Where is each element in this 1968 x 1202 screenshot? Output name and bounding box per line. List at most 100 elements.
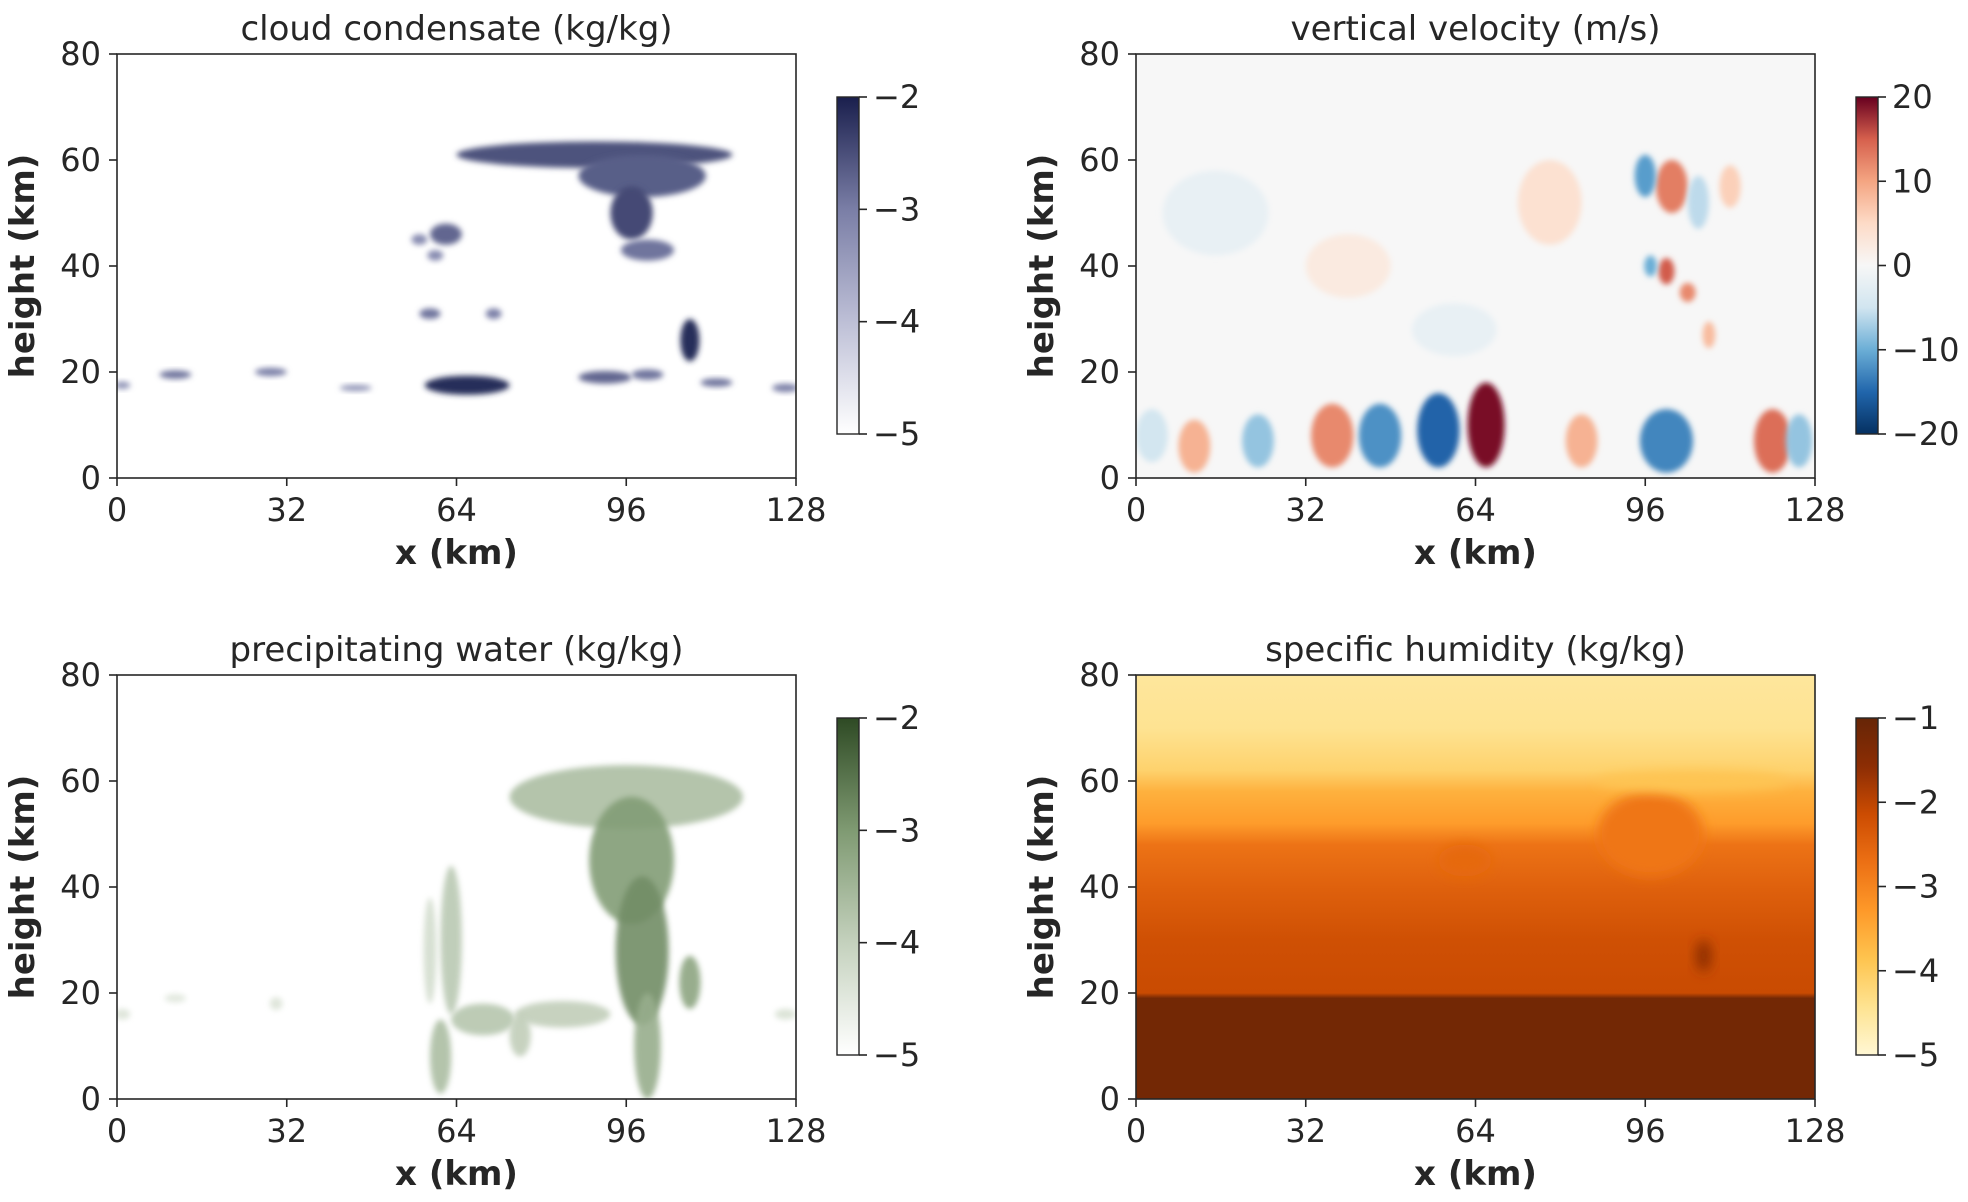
x-tick-label: 0 <box>107 1112 127 1150</box>
colorbar-tick-label: −20 <box>1892 415 1960 453</box>
x-tick-label: 96 <box>1625 1112 1666 1150</box>
cloud-condensate-feature <box>700 378 733 387</box>
y-tick-label: 0 <box>81 459 101 497</box>
x-tick-label: 32 <box>266 1112 307 1150</box>
cloud-condensate-feature <box>578 154 706 198</box>
cloud-condensate-colorbar <box>836 96 860 435</box>
specific-humidity-feature <box>1695 940 1712 972</box>
colorbar-tick-label: −4 <box>873 303 920 341</box>
precipitating-water-feature <box>423 897 437 1004</box>
colorbar-tick-label: −3 <box>1892 868 1939 906</box>
colorbar-tick-label: −2 <box>873 699 920 737</box>
vertical-velocity-feature <box>1311 403 1354 468</box>
cloud-condensate-feature <box>631 369 664 380</box>
specific-humidity-feature <box>1597 770 1789 792</box>
y-tick-label: 60 <box>1079 762 1120 800</box>
y-tick-label: 60 <box>1079 141 1120 179</box>
x-tick-label: 64 <box>1455 1112 1496 1150</box>
precipitating-water-feature <box>634 993 661 1099</box>
precipitating-water-feature <box>429 1019 452 1094</box>
cloud-condensate-feature <box>424 375 510 395</box>
precipitating-water-feature <box>117 1008 131 1020</box>
vertical-velocity-colorbar <box>1855 96 1879 435</box>
x-tick-label: 0 <box>1126 1112 1146 1150</box>
colorbar-tick-label: −5 <box>873 1036 920 1074</box>
precipitating-water-feature <box>440 865 462 1015</box>
y-tick-label: 0 <box>81 1080 101 1118</box>
cloud-condensate-feature <box>620 239 674 261</box>
precipitating-water-feature <box>164 994 186 1003</box>
precipitating-water-panel: precipitating water (kg/kg) 0 32 64 96 128 0 20… <box>3 630 920 1194</box>
vertical-velocity-feature <box>1785 414 1813 468</box>
specific-humidity-features <box>1438 770 1789 972</box>
y-tick-label: 40 <box>60 247 101 285</box>
vertical-velocity-feature <box>1162 170 1269 256</box>
cloud-condensate-feature <box>117 381 131 389</box>
specific-humidity-feature <box>1597 791 1704 877</box>
precipitating-water-feature <box>615 876 669 1025</box>
vertical-velocity-feature <box>1655 160 1688 213</box>
specific-humidity-field <box>1136 675 1815 1099</box>
vertical-velocity-feature <box>1679 282 1696 303</box>
y-tick-label: 20 <box>60 353 101 391</box>
cloud-condensate-feature <box>429 223 462 245</box>
specific-humidity-ylabel: height (km) <box>1022 775 1062 1000</box>
cloud-condensate-feature <box>159 370 192 379</box>
x-tick-label: 64 <box>1455 491 1496 529</box>
colorbar-tick-label: −3 <box>873 811 920 849</box>
cloud-condensate-feature <box>610 186 653 240</box>
y-tick-label: 80 <box>1079 35 1120 73</box>
y-tick-label: 40 <box>1079 868 1120 906</box>
cloud-condensate-feature <box>427 250 444 261</box>
specific-humidity-xlabel: x (km) <box>1414 1154 1537 1194</box>
precipitating-water-features <box>117 765 796 1099</box>
colorbar-tick-label: −5 <box>1892 1036 1939 1074</box>
colorbar-tick-label: 0 <box>1892 247 1912 285</box>
y-tick-label: 0 <box>1100 1080 1120 1118</box>
cloud-condensate-feature <box>578 370 632 384</box>
colorbar-tick-label: −1 <box>1892 699 1939 737</box>
x-tick-label: 32 <box>266 491 307 529</box>
vertical-velocity-feature <box>1644 255 1657 277</box>
colorbar-tick-label: −2 <box>873 78 920 116</box>
cloud-condensate-feature <box>339 384 372 392</box>
x-tick-label: 128 <box>765 491 826 529</box>
cloud-condensate-panel: cloud condensate (kg/kg) 0 32 64 96 128 0 20 40 6… <box>3 9 920 573</box>
precipitating-water-feature <box>451 1003 515 1036</box>
x-tick-label: 128 <box>765 1112 826 1150</box>
x-tick-label: 64 <box>436 491 477 529</box>
vertical-velocity-feature <box>1242 414 1274 468</box>
vertical-velocity-feature <box>1658 258 1675 285</box>
cloud-condensate-feature <box>411 234 428 245</box>
vertical-velocity-feature <box>1702 321 1716 349</box>
y-tick-label: 80 <box>60 35 101 73</box>
cloud-condensate-field <box>117 54 796 478</box>
specific-humidity-title: specific humidity (kg/kg) <box>1265 630 1686 670</box>
x-tick-label: 96 <box>606 1112 647 1150</box>
cloud-condensate-feature <box>254 367 287 377</box>
colorbar-tick-label: −2 <box>1892 783 1939 821</box>
colorbar-tick-label: −3 <box>873 190 920 228</box>
y-tick-label: 40 <box>60 868 101 906</box>
vertical-velocity-feature <box>1417 393 1460 468</box>
colorbar-tick-label: −5 <box>873 415 920 453</box>
y-tick-label: 80 <box>1079 656 1120 694</box>
x-tick-label: 0 <box>107 491 127 529</box>
y-tick-label: 20 <box>1079 353 1120 391</box>
vertical-velocity-feature <box>1639 409 1693 473</box>
cloud-condensate-ylabel: height (km) <box>3 154 43 379</box>
colorbar-tick-label: −4 <box>1892 952 1939 990</box>
vertical-velocity-feature <box>1178 419 1211 473</box>
specific-humidity-colorbar <box>1855 717 1879 1056</box>
vertical-velocity-feature <box>1687 175 1709 229</box>
colorbar-tick-label: −10 <box>1892 331 1960 369</box>
vertical-velocity-panel: vertical velocity (m/s) 0 32 64 96 128 0 20 40 60… <box>1022 9 1960 573</box>
x-tick-label: 32 <box>1285 1112 1326 1150</box>
vertical-velocity-title: vertical velocity (m/s) <box>1290 9 1660 49</box>
cloud-condensate-feature <box>680 319 700 362</box>
precipitating-water-colorbar <box>836 717 860 1056</box>
y-tick-label: 20 <box>1079 974 1120 1012</box>
cloud-condensate-feature <box>485 308 502 320</box>
vertical-velocity-feature <box>1517 160 1582 245</box>
y-tick-label: 20 <box>60 974 101 1012</box>
